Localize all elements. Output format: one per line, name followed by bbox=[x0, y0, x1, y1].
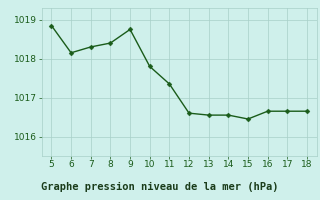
Text: Graphe pression niveau de la mer (hPa): Graphe pression niveau de la mer (hPa) bbox=[41, 182, 279, 192]
